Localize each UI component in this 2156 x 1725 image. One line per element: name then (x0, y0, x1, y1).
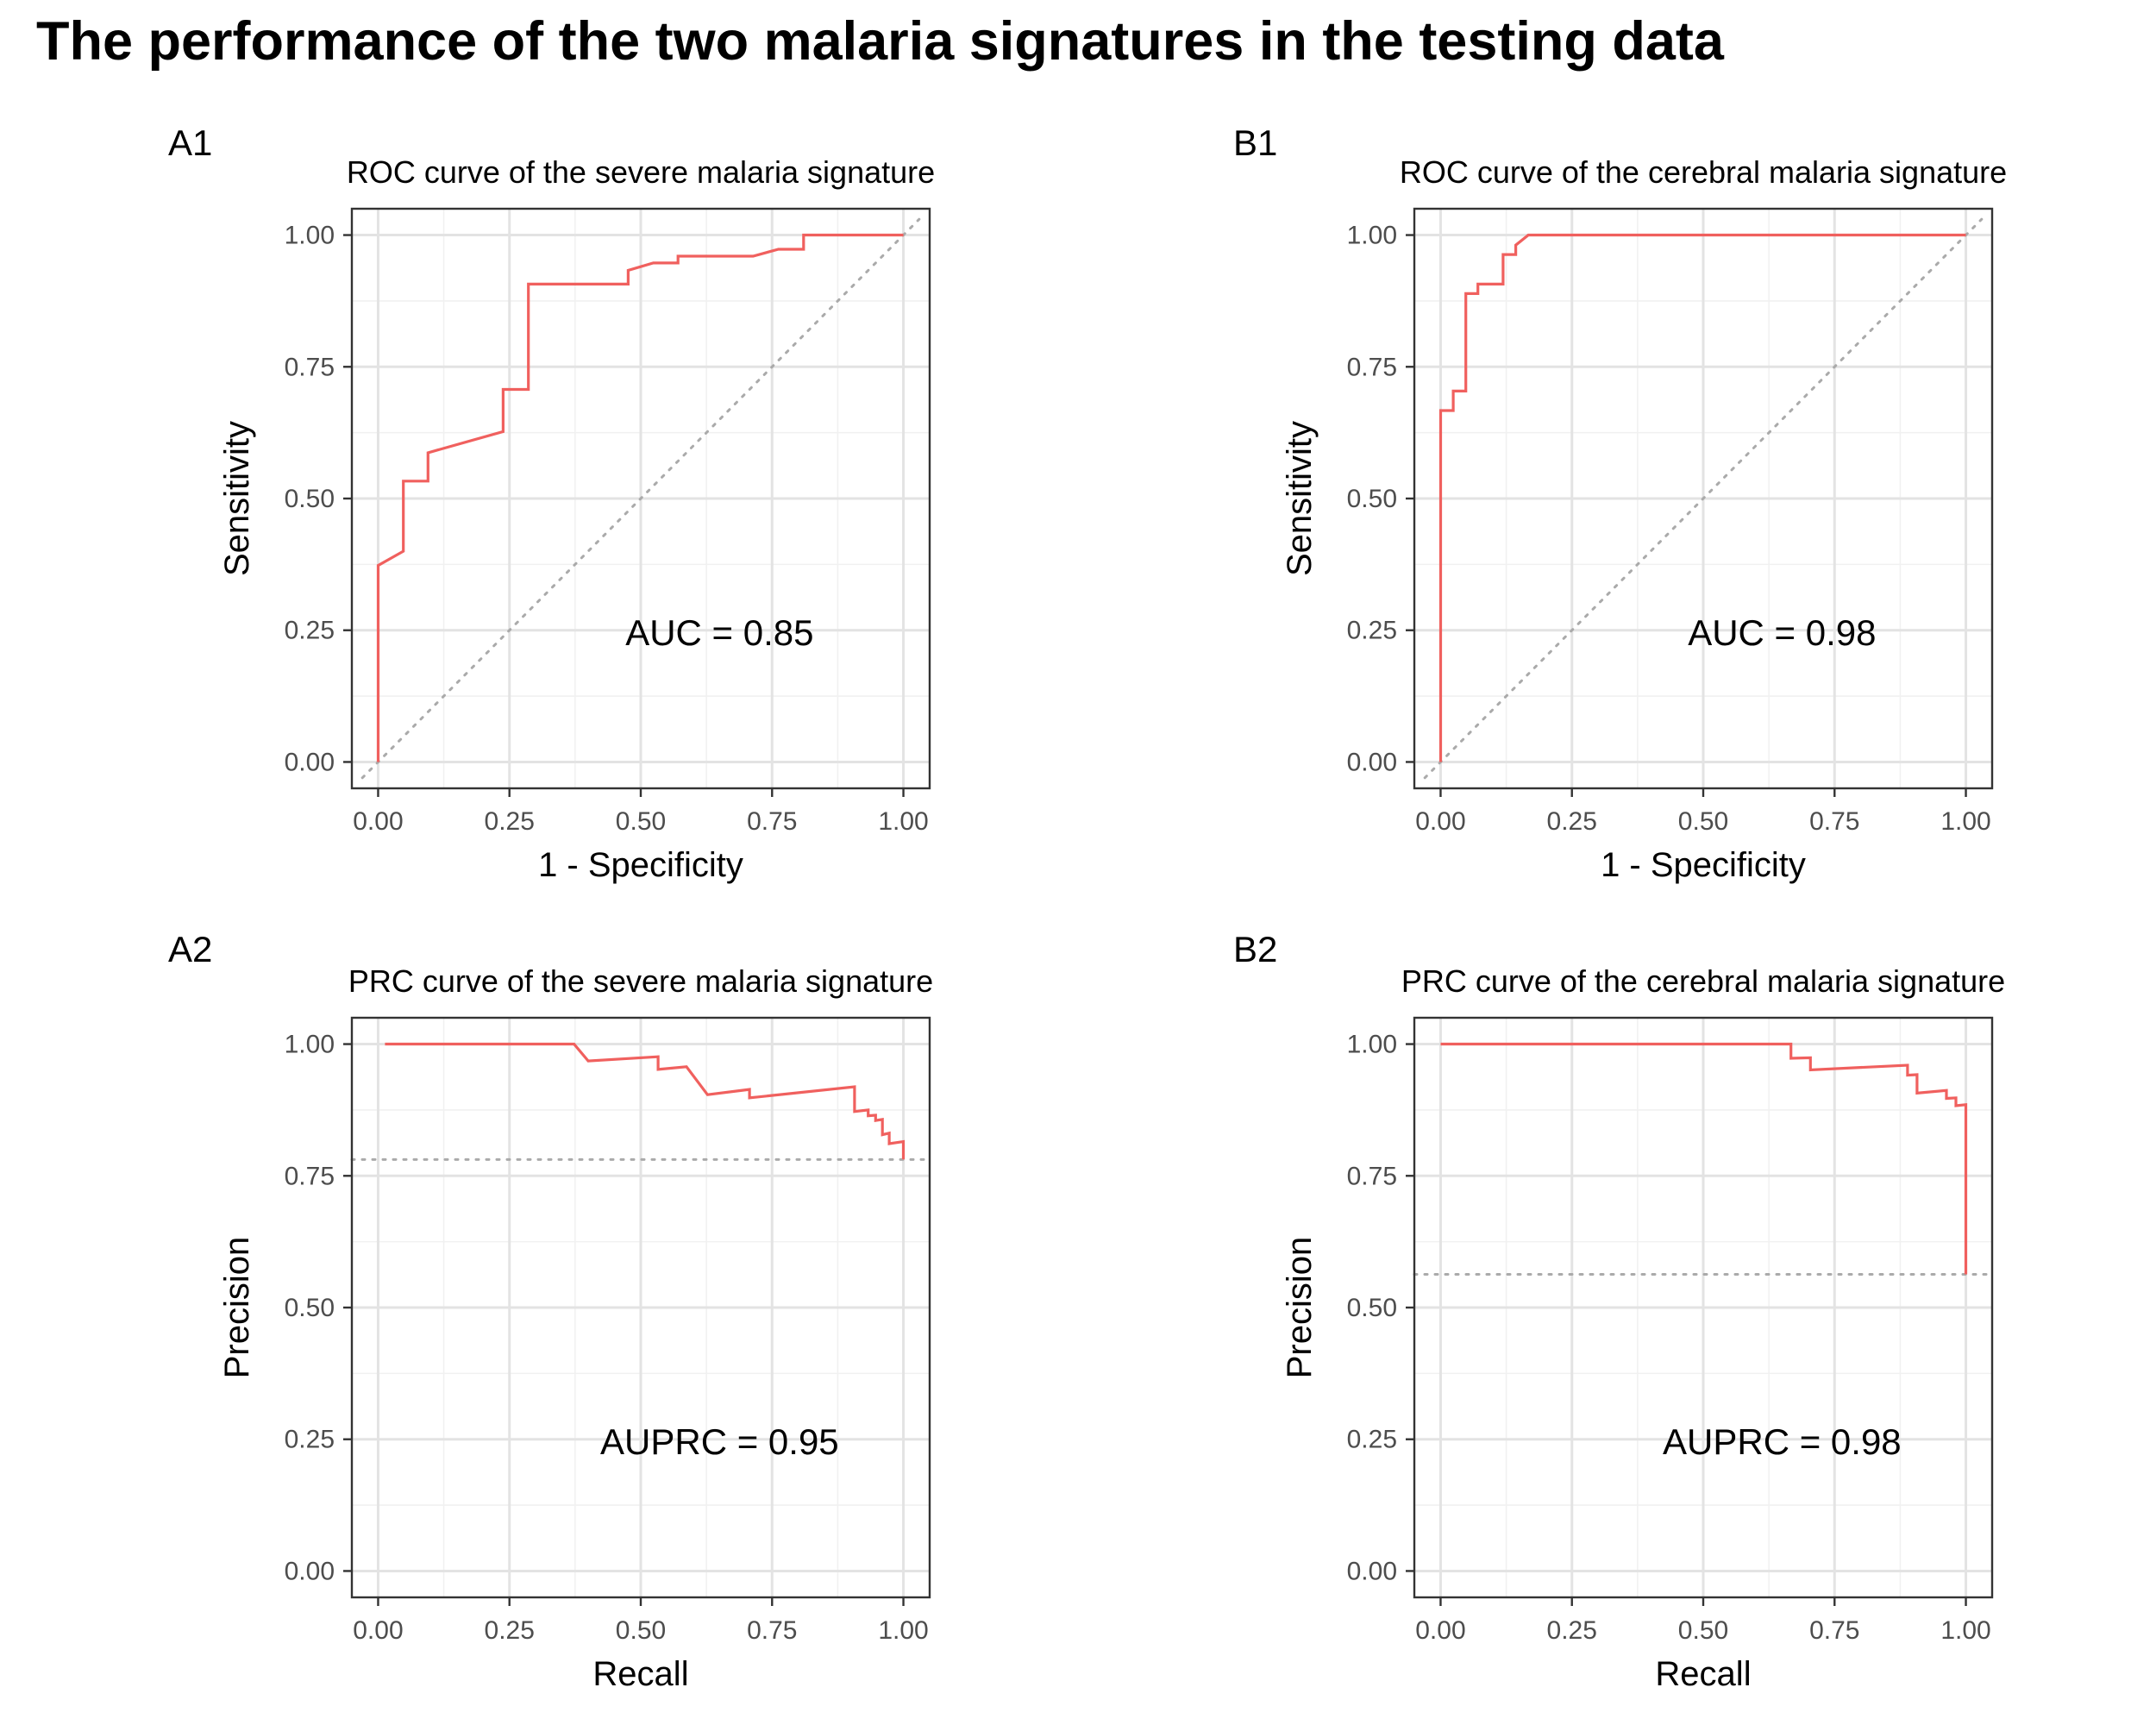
panel-tag: A1 (168, 122, 212, 163)
reference-line (1423, 217, 1984, 780)
chart-title: PRC curve of the cerebral malaria signat… (1401, 963, 2005, 999)
y-tick-label: 1.00 (1347, 222, 1397, 250)
panel-a2: A2 PRC curve of the severe malaria signat… (168, 929, 933, 1693)
y-tick-label: 0.00 (1347, 748, 1397, 776)
y-tick-label: 0.50 (1347, 485, 1397, 513)
metric-annotation: AUPRC = 0.98 (1663, 1421, 1902, 1462)
y-tick-label: 1.00 (1347, 1031, 1397, 1059)
x-tick-label: 0.75 (1809, 807, 1859, 836)
x-tick-label: 1.00 (878, 1616, 928, 1645)
x-tick-label: 0.75 (747, 1616, 797, 1645)
chart-title: ROC curve of the severe malaria signatur… (347, 154, 935, 190)
x-tick-label: 1.00 (1940, 1616, 1990, 1645)
y-tick-label: 0.50 (285, 1294, 335, 1322)
x-tick-label: 0.25 (1547, 1616, 1597, 1645)
figure-title: The performance of the two malaria signa… (36, 11, 1724, 72)
grid (352, 1018, 930, 1597)
y-tick-label: 0.00 (285, 1557, 335, 1585)
x-tick-label: 0.00 (1415, 807, 1465, 836)
panel-tag: A2 (168, 929, 212, 969)
y-axis-label: Sensitivity (1281, 421, 1319, 576)
x-axis-label: Recall (592, 1655, 688, 1693)
x-tick-label: 0.00 (1415, 1616, 1465, 1645)
series-line (376, 233, 904, 762)
grid (1414, 1018, 1992, 1597)
y-tick-label: 0.50 (1347, 1294, 1397, 1322)
y-tick-label: 0.25 (285, 1426, 335, 1454)
y-tick-label: 0.00 (285, 748, 335, 776)
x-tick-label: 0.50 (1678, 1616, 1728, 1645)
y-axis-label: Precision (218, 1237, 256, 1379)
reference-line (360, 217, 921, 780)
x-tick-label: 0.50 (616, 807, 666, 836)
series-line (1440, 1042, 1968, 1275)
metric-annotation: AUPRC = 0.95 (600, 1421, 839, 1462)
y-tick-label: 0.50 (285, 485, 335, 513)
x-tick-label: 0.00 (353, 807, 403, 836)
x-axis-label: 1 - Specificity (538, 846, 743, 884)
metric-annotation: AUC = 0.98 (1688, 612, 1876, 653)
x-axis-label: Recall (1655, 1655, 1751, 1693)
panel-tag: B1 (1233, 122, 1277, 163)
y-tick-label: 1.00 (285, 222, 335, 250)
x-axis-label: 1 - Specificity (1601, 846, 1806, 884)
y-tick-label: 0.25 (1347, 617, 1397, 645)
y-tick-label: 0.25 (285, 617, 335, 645)
x-tick-label: 1.00 (1940, 807, 1990, 836)
x-tick-label: 0.75 (747, 807, 797, 836)
y-tick-label: 0.25 (1347, 1426, 1397, 1454)
y-tick-label: 0.00 (1347, 1557, 1397, 1585)
metric-annotation: AUC = 0.85 (625, 612, 813, 653)
x-tick-label: 0.50 (1678, 807, 1728, 836)
panel-a1: A1 ROC curve of the severe malaria signat… (168, 122, 935, 884)
chart-title: PRC curve of the severe malaria signatur… (348, 963, 933, 999)
series-line (385, 1042, 906, 1160)
x-tick-label: 0.25 (1547, 807, 1597, 836)
series-line (1438, 233, 1966, 762)
y-tick-label: 0.75 (285, 353, 335, 381)
y-axis-label: Sensitivity (218, 421, 256, 576)
y-tick-label: 1.00 (285, 1031, 335, 1059)
x-tick-label: 0.00 (353, 1616, 403, 1645)
grid (1414, 209, 1992, 788)
chart-title: ROC curve of the cerebral malaria signat… (1400, 154, 2007, 190)
y-tick-label: 0.75 (285, 1162, 335, 1190)
panel-b1: B1 ROC curve of the cerebral malaria sign… (1233, 122, 2007, 884)
x-tick-label: 1.00 (878, 807, 928, 836)
x-tick-label: 0.50 (616, 1616, 666, 1645)
panel-b2: B2 PRC curve of the cerebral malaria sign… (1233, 929, 2005, 1693)
y-tick-label: 0.75 (1347, 353, 1397, 381)
x-tick-label: 0.75 (1809, 1616, 1859, 1645)
x-tick-label: 0.25 (485, 1616, 535, 1645)
y-tick-label: 0.75 (1347, 1162, 1397, 1190)
panel-tag: B2 (1233, 929, 1277, 969)
x-tick-label: 0.25 (485, 807, 535, 836)
y-axis-label: Precision (1281, 1237, 1319, 1379)
